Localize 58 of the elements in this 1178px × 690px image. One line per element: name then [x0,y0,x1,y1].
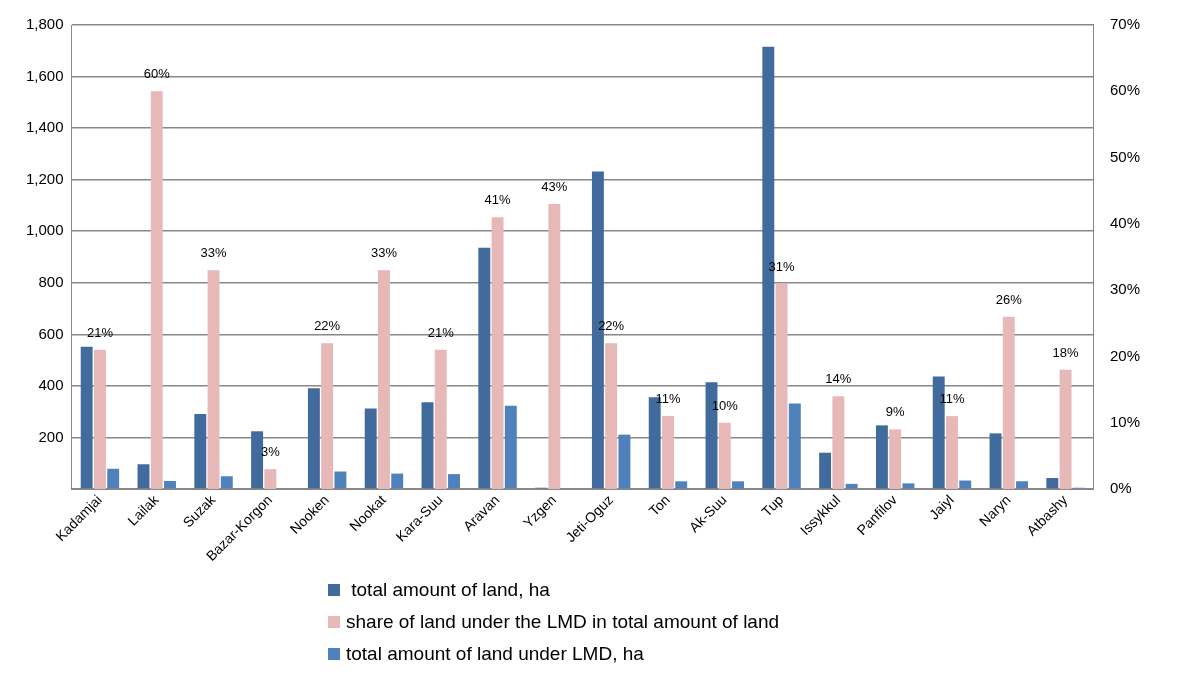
x-tick-label: Tup [758,491,787,520]
bar [959,480,972,489]
y2-tick-label: 60% [1109,81,1141,99]
y2-tick-label: 50% [1109,147,1141,165]
data-label: 22% [314,318,341,334]
bar [832,396,845,490]
data-label: 33% [370,245,398,261]
data-label: 33% [200,245,227,261]
bar [548,203,561,490]
y2-tick-label: 20% [1109,346,1141,364]
bar [1002,316,1015,490]
legend-label: total amount of land, ha [350,579,550,601]
bar [391,473,404,489]
bar [845,483,858,489]
data-label: 60% [143,66,171,82]
bar [137,464,150,489]
bar [1059,369,1072,490]
y-tick-label: 1,800 [25,15,64,33]
bar [989,433,1002,489]
data-label: 21% [86,324,114,340]
data-label: 43% [541,179,568,195]
bar [377,270,390,490]
bar [1016,481,1028,489]
y2-tick-label: 0% [1109,479,1132,497]
y-tick-label: 1,000 [25,221,64,239]
bar [107,468,120,489]
bar [1046,477,1059,489]
y-tick-label: 200 [38,427,64,445]
bar [902,483,915,489]
bar [164,481,176,489]
y-tick-label: 600 [38,324,64,342]
y2-tick-label: 30% [1109,280,1141,298]
y-tick-label: 400 [38,376,64,394]
bar [220,476,233,489]
data-label: 26% [995,291,1023,307]
y-tick-label: 800 [38,272,64,290]
data-label: 11% [655,391,681,407]
y2-tick-label: 40% [1109,214,1141,232]
x-tick-label: Ton [645,491,673,519]
y-tick-label: 1,600 [25,66,64,84]
data-label: 18% [1052,344,1080,360]
data-label: 14% [825,371,852,387]
legend-label: share of land under the LMD in total amount of land [346,611,780,633]
bar [448,474,460,489]
data-label: 21% [427,324,455,340]
bar [504,405,517,489]
bar [207,270,220,490]
legend-label: total amount of land under LMD, ha [346,643,644,665]
y2-tick-label: 70% [1109,15,1141,33]
y-tick-label: 1,200 [25,169,64,187]
bar [334,471,347,489]
data-label: 9% [885,404,905,420]
bar [732,481,744,489]
bar [675,481,688,489]
bar [150,91,163,490]
y2-tick-label: 10% [1109,412,1141,430]
y-tick-label: 1,400 [25,118,64,136]
data-label: 41% [484,192,511,208]
